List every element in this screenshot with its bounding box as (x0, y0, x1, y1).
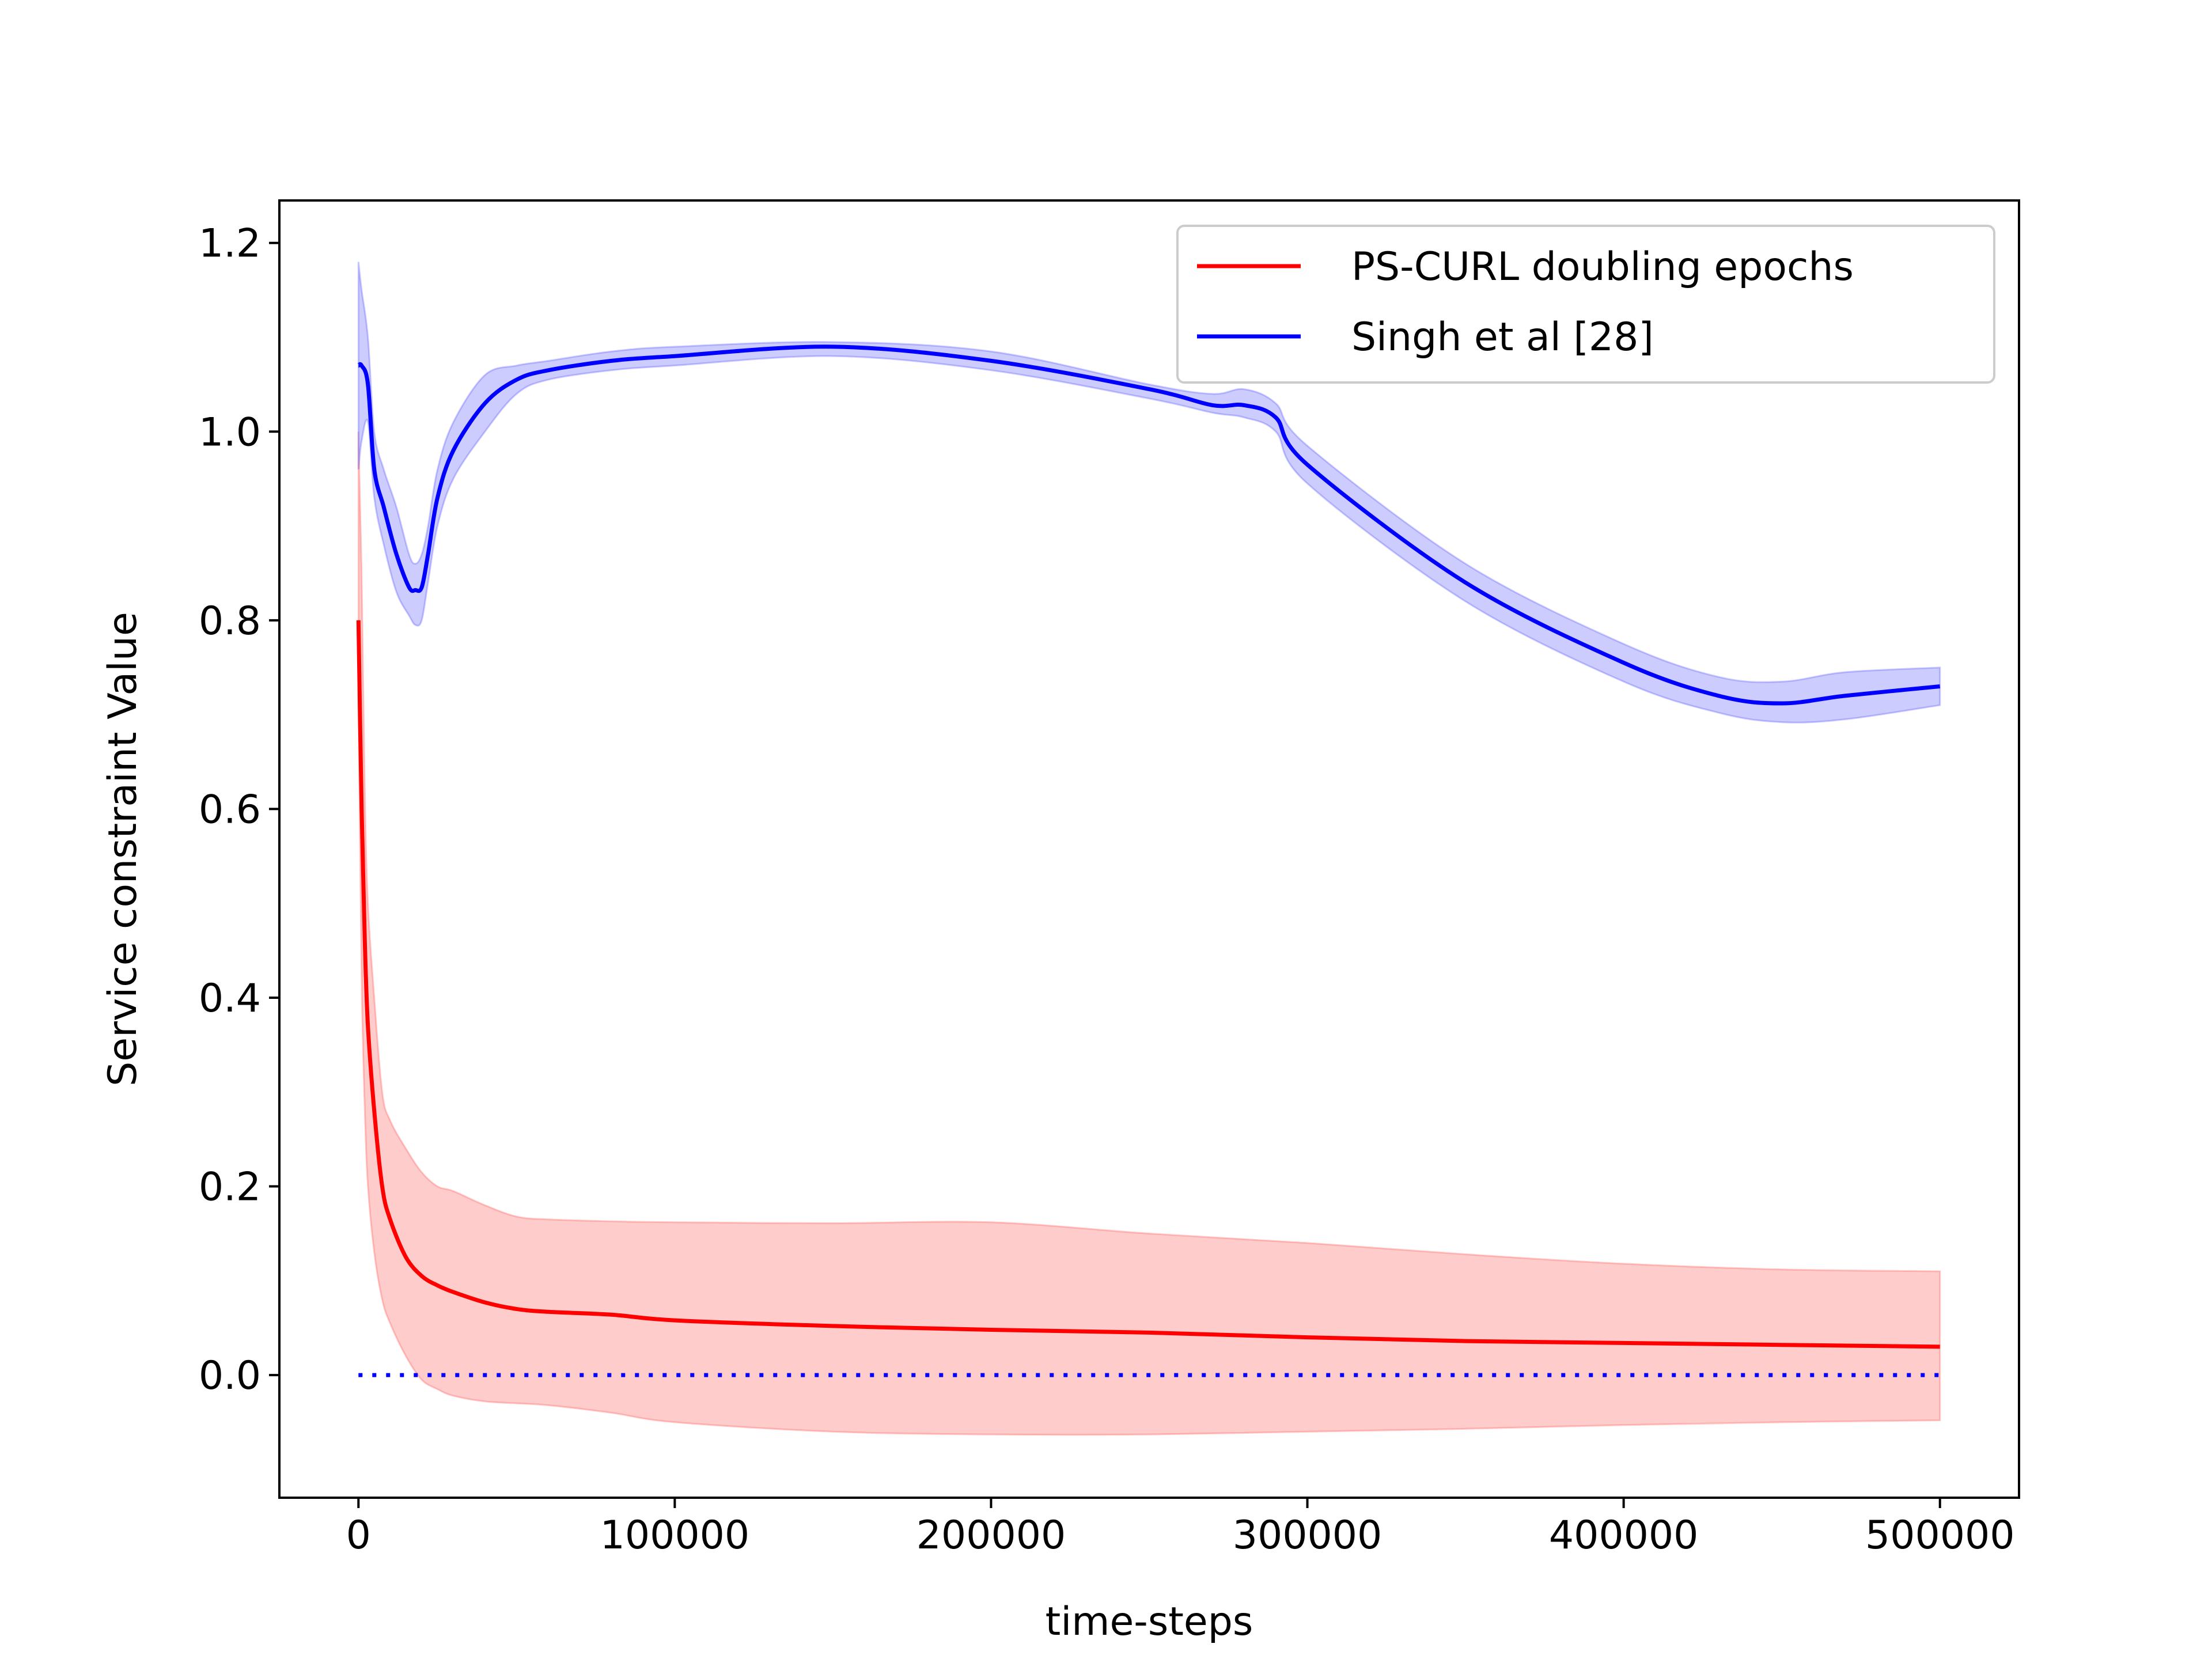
x-tick-label: 300000 (1233, 1513, 1382, 1558)
y-tick-label: 0.6 (199, 787, 261, 832)
x-tick-label: 400000 (1549, 1513, 1699, 1558)
y-tick-label: 1.2 (199, 221, 261, 267)
x-axis-label: time-steps (1046, 1599, 1253, 1645)
x-axis-ticks: 0 100000 200000 300000 400000 500000 (346, 1498, 2015, 1558)
y-tick-label: 0.0 (199, 1353, 261, 1399)
y-tick-label: 0.2 (199, 1165, 261, 1210)
plot-area (356, 262, 1941, 1436)
band-series-0 (357, 431, 1941, 1436)
legend: PS-CURL doubling epochs Singh et al [28] (1176, 225, 1995, 384)
y-axis-ticks: 0.0 0.2 0.4 0.6 0.8 1.0 1.2 (199, 221, 279, 1399)
series-lines (356, 344, 1941, 1349)
x-tick-label: 100000 (600, 1513, 750, 1558)
axes-frame (278, 199, 2020, 1499)
x-tick-label: 200000 (916, 1513, 1066, 1558)
y-tick-label: 0.4 (199, 976, 261, 1021)
x-tick-label: 500000 (1865, 1513, 2015, 1558)
x-tick-label: 0 (346, 1513, 371, 1558)
y-tick-label: 1.0 (199, 410, 261, 455)
confidence-bands (357, 262, 1941, 1436)
y-axis-label: Service constraint Value (100, 612, 146, 1086)
line-series-1 (357, 344, 1941, 706)
line-series-0 (356, 620, 1940, 1349)
y-tick-label: 0.8 (199, 599, 261, 644)
legend-label-ps-curl: PS-CURL doubling epochs (1351, 244, 1854, 290)
legend-label-singh: Singh et al [28] (1351, 315, 1654, 360)
band-series-1 (357, 262, 1941, 724)
legend-box (1176, 225, 1995, 384)
